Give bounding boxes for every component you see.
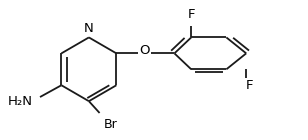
- Text: Br: Br: [103, 118, 117, 131]
- Text: O: O: [140, 44, 150, 57]
- Text: F: F: [188, 8, 195, 21]
- Text: N: N: [84, 22, 94, 35]
- Text: F: F: [246, 79, 254, 92]
- Text: H₂N: H₂N: [7, 95, 32, 108]
